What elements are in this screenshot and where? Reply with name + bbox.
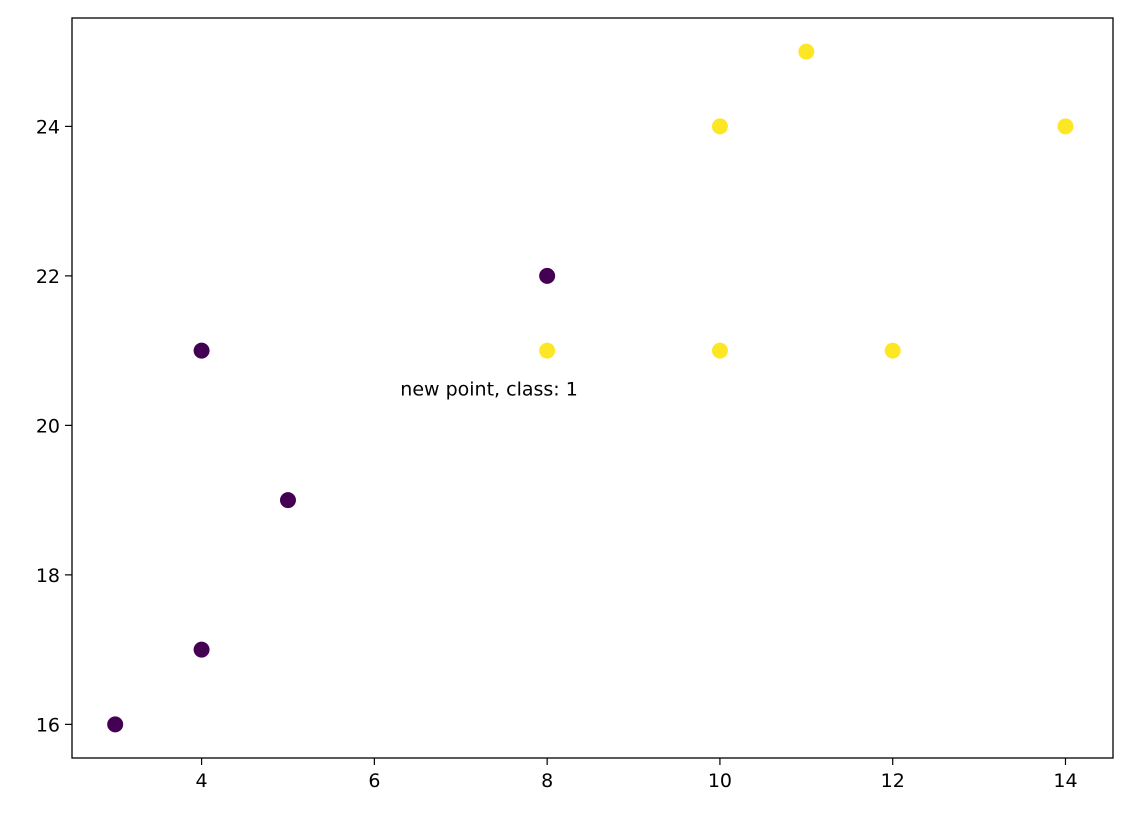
x-tick-label: 8 xyxy=(541,770,553,792)
x-tick-label: 12 xyxy=(881,770,905,792)
y-tick-label: 16 xyxy=(36,714,60,736)
annotation-text: new point, class: 1 xyxy=(400,378,578,400)
data-point-class-1 xyxy=(711,118,728,135)
data-point-class-1 xyxy=(798,43,815,60)
x-tick-label: 6 xyxy=(368,770,380,792)
data-point-class-0 xyxy=(279,492,296,509)
y-tick-label: 20 xyxy=(36,415,60,437)
data-point-class-0 xyxy=(193,342,210,359)
x-tick-label: 14 xyxy=(1053,770,1077,792)
y-tick-label: 22 xyxy=(36,266,60,288)
y-tick-label: 24 xyxy=(36,116,60,138)
data-point-class-0 xyxy=(107,716,124,733)
data-points-layer xyxy=(107,43,1074,733)
data-point-class-0 xyxy=(193,641,210,658)
data-point-class-1 xyxy=(539,342,556,359)
data-point-class-1 xyxy=(1057,118,1074,135)
x-tick-label: 10 xyxy=(708,770,732,792)
data-point-class-1 xyxy=(711,342,728,359)
x-tick-label: 4 xyxy=(196,770,208,792)
data-point-class-1 xyxy=(884,342,901,359)
axes-layer: 4 6 8 10 12 14 16 18 20 22 24 xyxy=(36,17,1114,792)
annotations-layer: new point, class: 1 xyxy=(400,378,578,400)
plot-frame xyxy=(71,17,1114,759)
data-point-class-0 xyxy=(539,267,556,284)
y-tick-label: 18 xyxy=(36,565,60,587)
